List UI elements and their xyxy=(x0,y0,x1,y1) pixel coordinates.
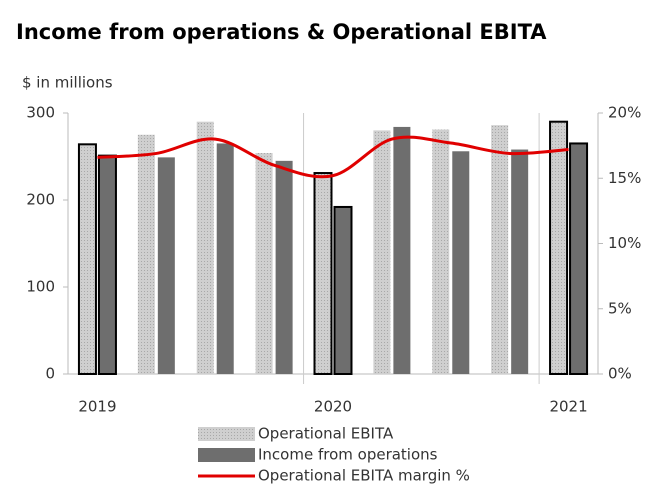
line xyxy=(97,135,569,179)
bar xyxy=(97,154,117,375)
x-tick-label: 2021 xyxy=(549,398,587,416)
bar xyxy=(511,149,529,374)
y-tick-label: 300 xyxy=(26,104,55,122)
bar xyxy=(333,205,353,375)
bar xyxy=(77,143,97,375)
y2-tick-label: 5% xyxy=(608,299,632,317)
bar xyxy=(275,160,293,374)
y2-tick-label: 10% xyxy=(608,234,641,252)
bar xyxy=(491,125,509,375)
legend-label: Income from operations xyxy=(258,446,438,464)
y-axis-label: $ in millions xyxy=(22,74,113,92)
y-tick-label: 200 xyxy=(26,191,55,209)
x-tick-label: 2020 xyxy=(314,398,352,416)
y-tick-label: 0 xyxy=(45,365,55,383)
bar xyxy=(452,151,470,374)
y2-tick-label: 20% xyxy=(608,104,641,122)
chart-title: Income from operations & Operational EBI… xyxy=(16,20,547,44)
legend-label: Operational EBITA margin % xyxy=(258,467,470,485)
bar xyxy=(255,153,273,374)
legend-swatch xyxy=(198,448,255,462)
legend-label: Operational EBITA xyxy=(258,425,394,443)
bar xyxy=(373,130,391,374)
bar xyxy=(393,126,411,374)
bar xyxy=(313,172,333,375)
bar xyxy=(432,129,450,374)
y-tick-label: 100 xyxy=(26,278,55,296)
bar xyxy=(196,121,214,374)
bar xyxy=(137,134,155,374)
y2-tick-label: 0% xyxy=(608,365,632,383)
legend-swatch xyxy=(198,427,255,441)
bar xyxy=(549,120,569,375)
x-tick-label: 2019 xyxy=(78,398,116,416)
y2-tick-label: 15% xyxy=(608,169,641,187)
bar xyxy=(157,157,175,374)
bar xyxy=(569,142,589,375)
bar xyxy=(216,143,234,374)
